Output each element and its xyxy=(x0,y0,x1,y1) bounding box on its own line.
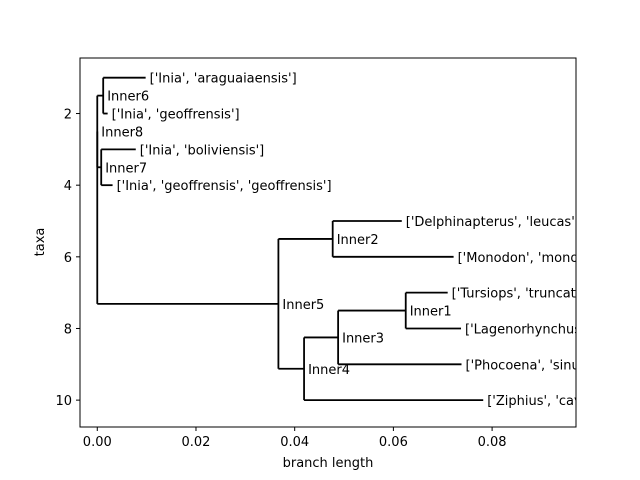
node-label-t6: ['Monodon', 'monoceros'] xyxy=(458,251,622,266)
node-label-group: Inner8 Inner6 Inner7 ['Inia', 'araguaiaensi… xyxy=(101,72,640,409)
x-tick-label: 0.06 xyxy=(379,435,408,450)
x-axis-ticks: 0.00 0.02 0.04 0.06 0.08 xyxy=(83,427,507,450)
node-label-Inner6: Inner6 xyxy=(107,90,149,105)
y-tick-label: 6 xyxy=(64,251,72,266)
node-label-Inner5: Inner5 xyxy=(282,298,324,313)
node-label-t4: ['Inia', 'geoffrensis', 'geoffrensis'] xyxy=(117,179,332,194)
plot-frame xyxy=(79,57,577,428)
y-axis-ticks: 2 4 6 8 10 xyxy=(55,108,80,409)
node-label-Inner1: Inner1 xyxy=(410,305,452,320)
x-tick-label: 0.02 xyxy=(182,435,211,450)
node-label-t5: ['Delphinapterus', 'leucas'] xyxy=(406,215,580,230)
node-label-Inner8: Inner8 xyxy=(101,125,143,140)
y-tick-label: 4 xyxy=(64,179,72,194)
branch-group xyxy=(96,76,484,402)
y-tick-label: 10 xyxy=(55,394,72,409)
x-tick-label: 0.08 xyxy=(478,435,507,450)
node-label-Inner7: Inner7 xyxy=(105,161,147,176)
node-label-t10: ['Ziphius', 'cavirostris'] xyxy=(487,394,634,409)
node-label-Inner3: Inner3 xyxy=(342,331,384,346)
y-axis-label: taxa xyxy=(33,228,48,257)
node-label-t1: ['Inia', 'araguaiaensis'] xyxy=(150,72,297,87)
node-label-t2: ['Inia', 'geoffrensis'] xyxy=(112,108,240,123)
node-label-t8: ['Lagenorhynchus', 'obscurus'] xyxy=(465,322,640,337)
x-tick-label: 0.04 xyxy=(280,435,309,450)
x-axis-label: branch length xyxy=(283,456,374,471)
y-tick-label: 2 xyxy=(64,108,72,123)
node-label-t7: ['Tursiops', 'truncatus'] xyxy=(452,287,600,302)
node-label-t3: ['Inia', 'boliviensis'] xyxy=(140,143,264,158)
node-label-Inner4: Inner4 xyxy=(308,363,350,378)
y-tick-label: 8 xyxy=(64,322,72,337)
node-label-t9: ['Phocoena', 'sinus'] xyxy=(466,358,596,373)
x-tick-label: 0.00 xyxy=(83,435,112,450)
node-label-Inner2: Inner2 xyxy=(337,233,379,248)
